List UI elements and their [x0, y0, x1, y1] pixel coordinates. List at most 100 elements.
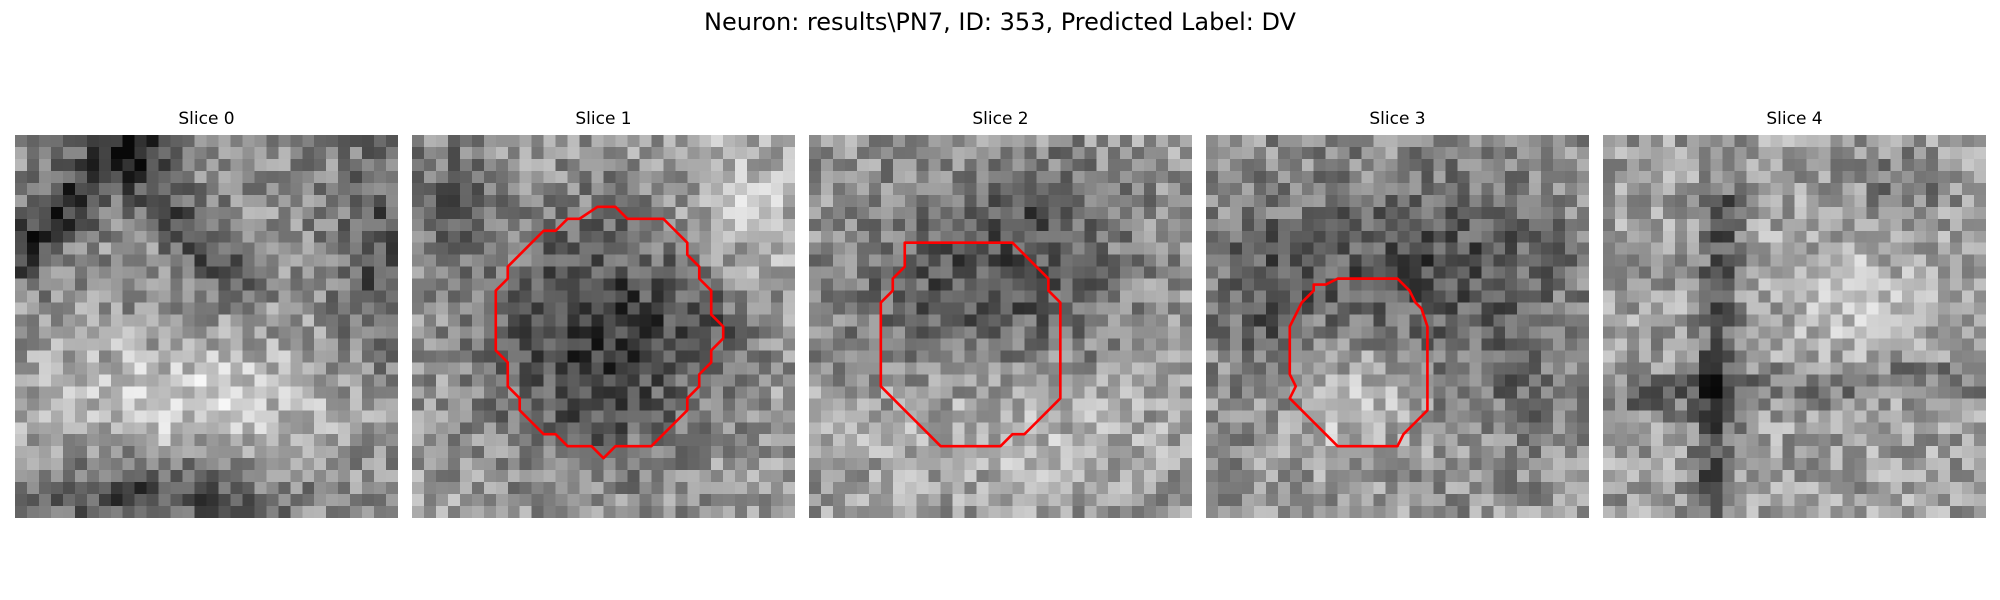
- image-pixel: [1469, 374, 1482, 387]
- image-pixel: [1457, 302, 1470, 315]
- image-pixel: [1277, 422, 1291, 435]
- image-pixel: [110, 350, 123, 363]
- image-pixel: [326, 314, 339, 327]
- image-pixel: [362, 350, 375, 363]
- image-pixel: [1060, 302, 1073, 315]
- image-pixel: [916, 254, 929, 267]
- image-pixel: [844, 182, 858, 196]
- image-pixel: [170, 494, 183, 507]
- image-pixel: [1914, 290, 1927, 303]
- image-pixel: [1036, 458, 1049, 471]
- image-pixel: [591, 266, 604, 279]
- image-pixel: [1722, 242, 1735, 255]
- image-pixel: [1156, 350, 1169, 363]
- image-pixel: [338, 242, 351, 255]
- image-pixel: [940, 446, 953, 459]
- image-pixel: [1060, 398, 1073, 411]
- image-pixel: [1577, 494, 1589, 507]
- image-pixel: [1914, 242, 1927, 255]
- image-pixel: [675, 314, 688, 327]
- image-pixel: [1565, 135, 1578, 148]
- image-pixel: [1385, 434, 1398, 447]
- image-pixel: [459, 206, 473, 220]
- image-pixel: [1385, 374, 1398, 387]
- image-pixel: [1409, 266, 1422, 279]
- image-pixel: [1060, 470, 1073, 483]
- image-pixel: [1168, 470, 1181, 483]
- image-pixel: [1914, 218, 1927, 231]
- image-pixel: [832, 146, 846, 160]
- image-pixel: [1385, 386, 1398, 399]
- image-pixel: [519, 218, 532, 231]
- image-pixel: [880, 470, 894, 483]
- image-pixel: [38, 314, 52, 327]
- image-pixel: [1253, 135, 1267, 148]
- image-pixel: [952, 218, 965, 231]
- image-pixel: [976, 410, 989, 423]
- image-pixel: [230, 338, 243, 351]
- image-pixel: [1614, 182, 1628, 196]
- image-pixel: [1325, 386, 1338, 399]
- image-pixel: [122, 194, 135, 208]
- image-pixel: [278, 326, 291, 339]
- image-pixel: [543, 218, 556, 231]
- image-pixel: [1060, 362, 1073, 375]
- image-pixel: [26, 230, 40, 243]
- image-pixel: [567, 278, 580, 291]
- image-pixel: [1433, 434, 1446, 447]
- image-pixel: [338, 146, 351, 160]
- image-pixel: [38, 482, 52, 495]
- image-pixel: [1000, 254, 1013, 267]
- image-pixel: [1722, 386, 1735, 399]
- image-pixel: [1217, 290, 1231, 303]
- image-pixel: [1132, 398, 1145, 411]
- image-pixel: [1662, 135, 1676, 148]
- image-pixel: [1000, 326, 1013, 339]
- image-pixel: [1541, 446, 1554, 459]
- image-pixel: [134, 506, 147, 518]
- image-pixel: [1469, 146, 1482, 160]
- image-pixel: [1638, 254, 1652, 267]
- image-pixel: [1361, 206, 1374, 220]
- image-pixel: [543, 434, 556, 447]
- image-pixel: [1950, 422, 1963, 435]
- image-pixel: [747, 170, 760, 184]
- image-pixel: [1241, 254, 1255, 267]
- image-pixel: [1686, 350, 1699, 363]
- image-pixel: [1974, 182, 1986, 196]
- image-pixel: [1950, 230, 1963, 243]
- image-pixel: [928, 338, 941, 351]
- image-pixel: [1457, 158, 1470, 172]
- image-pixel: [1337, 398, 1350, 411]
- image-pixel: [412, 230, 425, 243]
- image-pixel: [1782, 338, 1795, 351]
- image-pixel: [507, 194, 520, 208]
- image-pixel: [1878, 326, 1891, 339]
- image-pixel: [1337, 290, 1350, 303]
- image-pixel: [459, 266, 473, 279]
- image-pixel: [988, 278, 1001, 291]
- image-pixel: [1206, 398, 1219, 411]
- image-pixel: [134, 386, 147, 399]
- image-pixel: [1206, 290, 1219, 303]
- image-pixel: [302, 218, 315, 231]
- image-pixel: [507, 266, 520, 279]
- image-pixel: [15, 254, 28, 267]
- image-pixel: [1577, 146, 1589, 160]
- image-pixel: [86, 290, 100, 303]
- image-pixel: [651, 146, 664, 160]
- image-pixel: [904, 434, 917, 447]
- image-pixel: [1674, 266, 1688, 279]
- image-pixel: [1734, 278, 1747, 291]
- image-pixel: [86, 350, 100, 363]
- image-pixel: [1096, 206, 1109, 220]
- image-pixel: [1505, 386, 1518, 399]
- image-pixel: [1830, 290, 1843, 303]
- image-pixel: [1084, 362, 1097, 375]
- image-pixel: [507, 278, 520, 291]
- image-pixel: [1529, 494, 1542, 507]
- image-pixel: [1241, 242, 1255, 255]
- image-pixel: [1818, 434, 1831, 447]
- image-pixel: [1120, 458, 1133, 471]
- image-pixel: [1156, 158, 1169, 172]
